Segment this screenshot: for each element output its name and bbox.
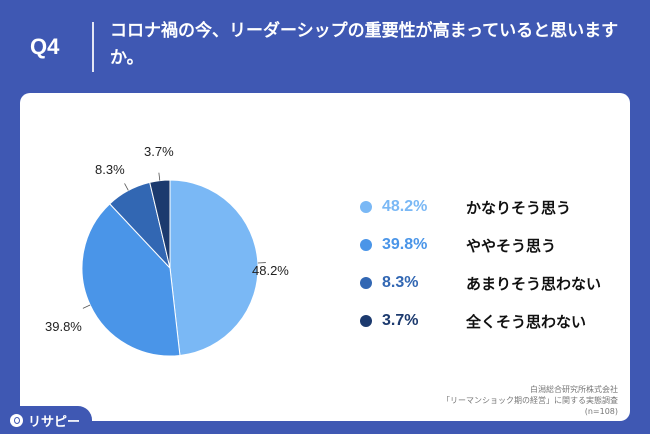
source-line-1: 白潟総合研究所株式会社	[530, 385, 618, 394]
legend-item: 39.8% ややそう思う	[360, 226, 601, 264]
legend-item: 48.2% かなりそう思う	[360, 188, 601, 226]
leader-line-1	[82, 304, 91, 309]
legend-label: あまりそう思わない	[466, 274, 602, 293]
legend-swatch	[360, 239, 372, 251]
legend-label: かなりそう思う	[466, 198, 572, 217]
source-line-2: 「リーマンショック期の経営」に関する実態調査	[442, 396, 618, 405]
question-header: Q4 コロナ禍の今、リーダーシップの重要性が高まっていると思いますか。	[0, 0, 650, 92]
question-number: Q4	[30, 34, 60, 59]
pie-slice-1	[81, 203, 181, 357]
legend-item: 3.7% 全くそう思わない	[360, 302, 601, 340]
slice-label-2: 8.3%	[95, 162, 125, 177]
legend-percent: 39.8%	[382, 236, 428, 253]
source-note: 白潟総合研究所株式会社 「リーマンショック期の経営」に関する実態調査 (n=10…	[442, 384, 618, 417]
pie-slice-0	[169, 179, 259, 356]
leader-line-2	[124, 183, 129, 191]
legend-percent: 48.2%	[382, 198, 428, 215]
slice-label-0: 48.2%	[252, 263, 289, 278]
pie-chart	[81, 172, 266, 357]
legend-label: 全くそう思わない	[466, 312, 587, 331]
chart-legend: 48.2% かなりそう思う 39.8% ややそう思う 8.3% あまりそう思わな…	[360, 188, 601, 340]
legend-item: 8.3% あまりそう思わない	[360, 264, 601, 302]
legend-label: ややそう思う	[466, 236, 557, 255]
question-text: コロナ禍の今、リーダーシップの重要性が高まっていると思いますか。	[110, 21, 619, 68]
chart-card: 48.2% 39.8% 8.3% 3.7% 48.2% かなりそう思う 39.8…	[20, 93, 630, 421]
header-divider	[92, 22, 94, 72]
pie-chart-area: 48.2% 39.8% 8.3% 3.7%	[45, 133, 290, 393]
legend-swatch	[360, 315, 372, 327]
slice-label-1: 39.8%	[45, 319, 82, 334]
logo-icon	[10, 413, 23, 427]
legend-percent: 3.7%	[382, 312, 419, 329]
logo-text: リサピー	[28, 414, 81, 430]
legend-percent: 8.3%	[382, 274, 419, 291]
brand-logo: リサピー	[0, 406, 92, 434]
source-line-3: (n=108)	[584, 407, 618, 416]
slice-label-3: 3.7%	[144, 144, 174, 159]
legend-swatch	[360, 201, 372, 213]
legend-swatch	[360, 277, 372, 289]
leader-line-3	[158, 172, 161, 181]
